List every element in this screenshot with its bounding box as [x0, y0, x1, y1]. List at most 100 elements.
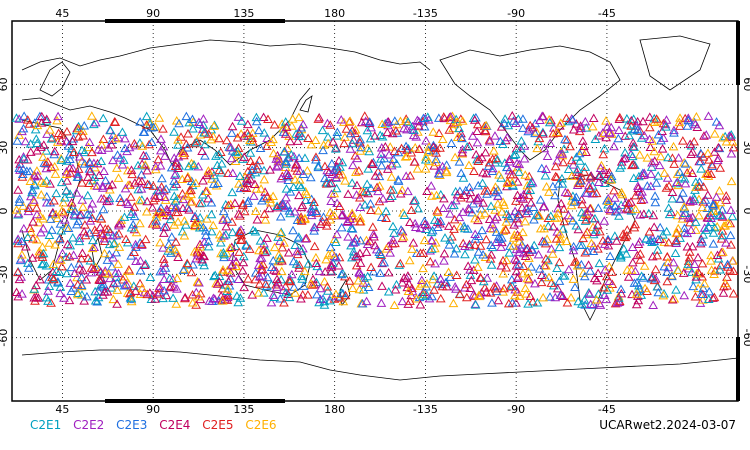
occultation-marker — [409, 157, 420, 166]
occultation-marker — [245, 174, 256, 184]
occultation-marker — [50, 209, 61, 219]
occultation-marker — [47, 272, 57, 282]
occultation-marker — [125, 192, 136, 201]
occultation-marker — [59, 293, 69, 302]
occultation-marker — [191, 300, 202, 309]
occultation-marker — [721, 137, 732, 146]
occultation-marker — [223, 168, 234, 178]
occultation-marker — [386, 160, 397, 170]
occultation-marker — [46, 134, 57, 143]
occultation-marker — [686, 149, 696, 159]
occultation-marker — [73, 132, 84, 141]
occultation-marker — [285, 274, 296, 284]
occultation-marker — [255, 143, 266, 153]
occultation-marker — [18, 123, 29, 133]
occultation-marker — [428, 142, 439, 151]
occultation-marker — [215, 237, 226, 247]
occultation-marker — [650, 197, 661, 207]
occultation-marker — [576, 299, 587, 308]
occultation-marker — [255, 236, 266, 245]
occultation-marker — [18, 164, 28, 173]
occultation-marker — [83, 253, 93, 262]
occultation-marker — [347, 252, 357, 262]
occultation-marker — [554, 121, 565, 130]
occultation-marker — [399, 273, 409, 282]
occultation-marker — [206, 226, 217, 236]
occultation-marker — [52, 115, 62, 125]
occultation-marker — [419, 122, 430, 131]
occultation-marker — [180, 292, 191, 302]
occultation-marker — [420, 164, 431, 173]
occultation-marker — [387, 128, 398, 138]
occultation-marker — [641, 234, 651, 243]
occultation-marker — [544, 272, 554, 282]
occultation-marker — [258, 288, 269, 297]
occultation-marker — [94, 170, 105, 179]
occultation-marker — [541, 181, 552, 191]
occultation-marker — [481, 287, 492, 296]
occultation-marker — [73, 169, 83, 178]
occultation-marker — [285, 276, 296, 286]
occultation-marker — [520, 216, 531, 226]
occultation-marker — [161, 184, 171, 193]
occultation-marker — [276, 266, 287, 276]
occultation-marker — [691, 112, 702, 121]
occultation-marker — [189, 160, 199, 169]
occultation-marker — [297, 274, 308, 283]
occultation-marker — [445, 209, 455, 218]
occultation-marker — [281, 192, 291, 202]
occultation-marker — [135, 218, 145, 228]
occultation-marker — [260, 215, 271, 224]
occultation-marker — [290, 163, 301, 172]
occultation-marker — [614, 112, 625, 122]
occultation-marker — [667, 193, 678, 203]
occultation-marker — [350, 237, 360, 246]
occultation-marker — [696, 289, 707, 299]
occultation-marker — [347, 178, 358, 187]
occultation-marker — [387, 191, 397, 200]
occultation-marker — [329, 234, 340, 243]
occultation-marker — [721, 238, 731, 247]
occultation-marker — [388, 221, 398, 231]
occultation-marker — [42, 157, 53, 166]
occultation-marker — [412, 164, 423, 173]
occultation-marker — [622, 265, 633, 274]
occultation-marker — [523, 299, 533, 308]
occultation-marker — [415, 248, 426, 257]
occultation-marker — [314, 266, 325, 276]
occultation-marker — [289, 151, 299, 161]
occultation-marker — [262, 246, 272, 255]
occultation-marker — [172, 273, 183, 283]
occultation-marker — [78, 131, 88, 140]
occultation-marker — [385, 248, 396, 257]
occultation-marker — [503, 120, 514, 130]
occultation-marker — [366, 183, 376, 193]
occultation-marker — [102, 286, 113, 296]
occultation-marker — [521, 289, 532, 298]
occultation-marker — [536, 163, 547, 173]
occultation-marker — [679, 201, 689, 211]
occultation-marker — [477, 178, 488, 187]
occultation-marker — [31, 292, 42, 302]
occultation-marker — [555, 118, 566, 127]
occultation-marker — [603, 234, 613, 244]
occultation-marker — [319, 173, 330, 183]
occultation-marker — [695, 156, 706, 166]
occultation-marker — [97, 282, 108, 291]
occultation-marker — [49, 146, 60, 156]
occultation-marker — [144, 139, 155, 149]
occultation-marker — [538, 292, 548, 302]
occultation-marker — [421, 135, 431, 145]
occultation-marker — [512, 177, 523, 186]
occultation-marker — [302, 165, 313, 175]
occultation-marker — [480, 126, 491, 136]
occultation-marker — [553, 179, 564, 188]
occultation-marker — [76, 280, 87, 290]
occultation-marker — [109, 238, 120, 247]
occultation-marker — [357, 298, 368, 308]
occultation-marker — [83, 142, 94, 152]
occultation-marker — [705, 217, 716, 227]
occultation-marker — [355, 134, 366, 144]
occultation-marker — [294, 153, 304, 162]
occultation-marker — [568, 241, 579, 251]
